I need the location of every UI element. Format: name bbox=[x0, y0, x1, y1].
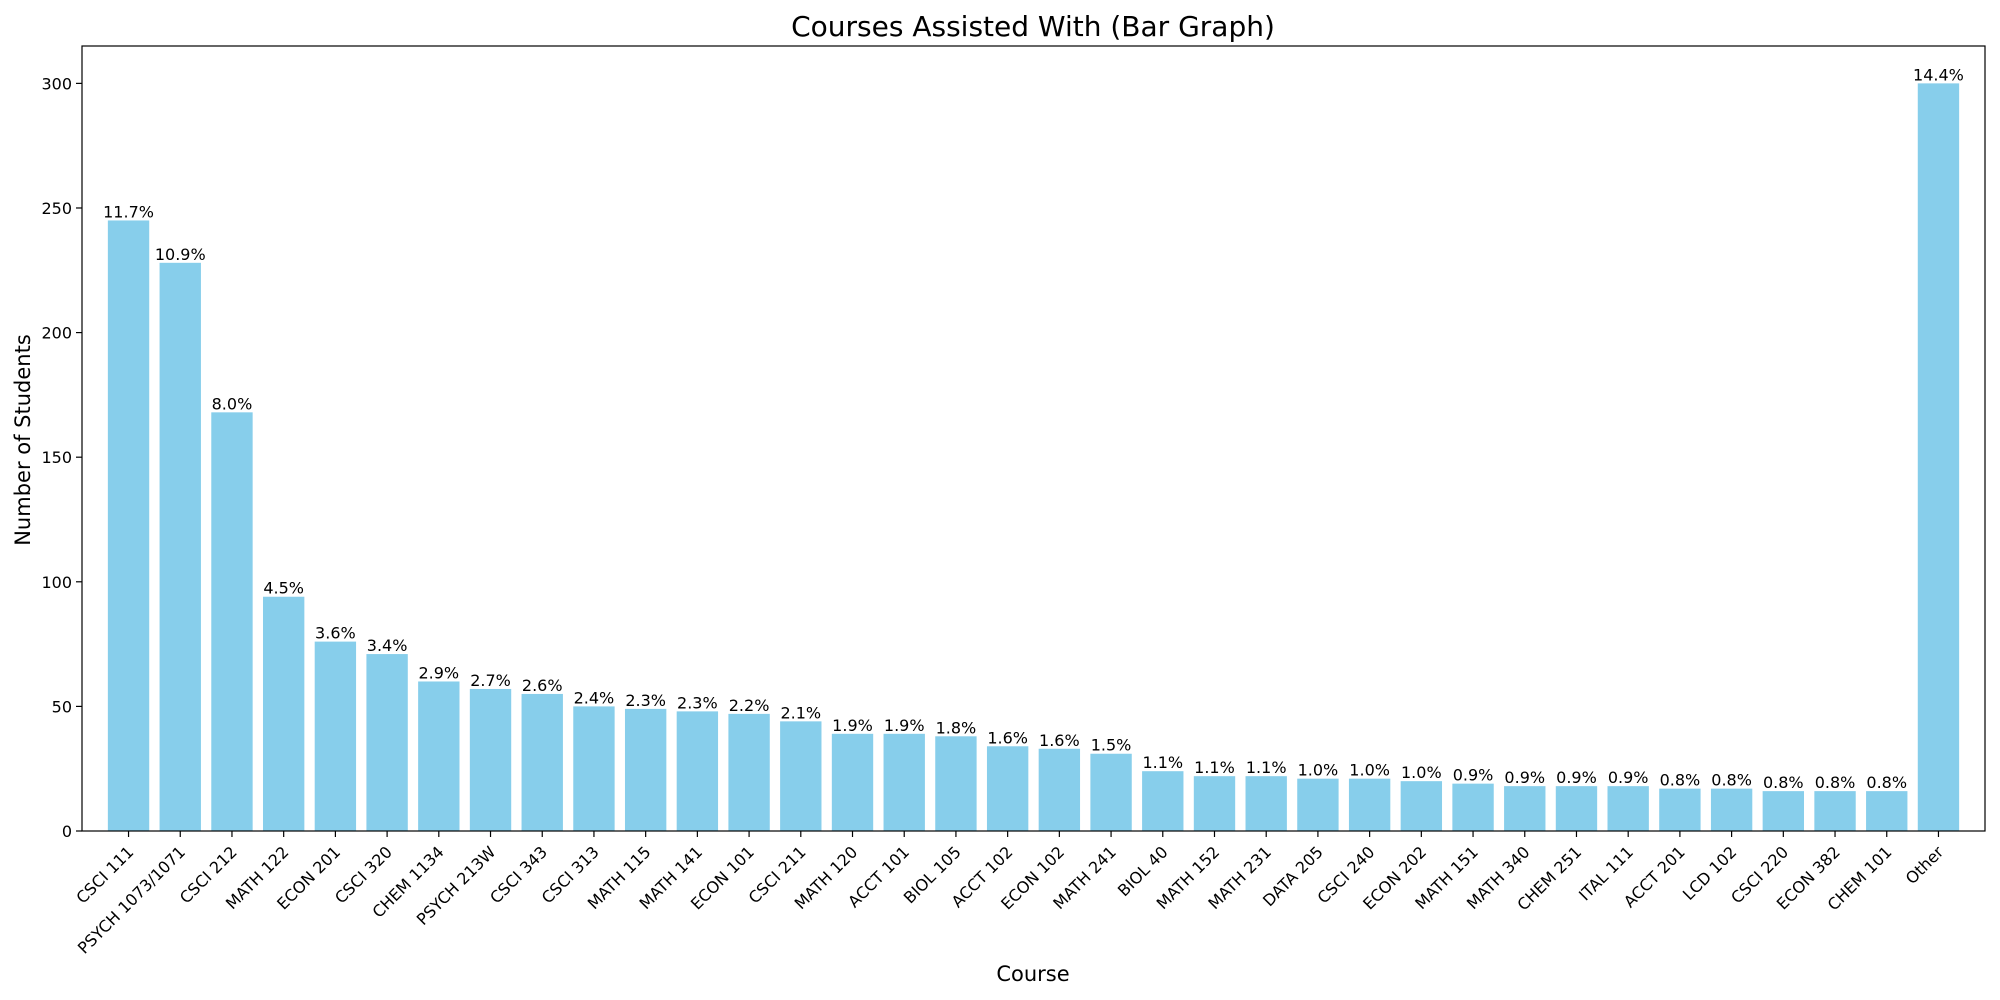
bar bbox=[780, 721, 822, 831]
bar-value-label: 1.8% bbox=[936, 718, 977, 737]
bar-value-label: 2.1% bbox=[780, 703, 821, 722]
bar bbox=[366, 654, 408, 831]
bar-value-label: 2.7% bbox=[470, 671, 511, 690]
bar-value-label: 4.5% bbox=[263, 579, 304, 598]
bar bbox=[211, 412, 253, 831]
bar-value-label: 0.8% bbox=[1815, 773, 1856, 792]
y-tick-label: 150 bbox=[41, 448, 72, 467]
bar-value-label: 14.4% bbox=[1913, 65, 1964, 84]
y-tick-label: 250 bbox=[41, 199, 72, 218]
bar bbox=[728, 713, 770, 831]
bar bbox=[1245, 776, 1287, 831]
bar-value-label: 2.9% bbox=[418, 663, 459, 682]
y-tick-label: 100 bbox=[41, 573, 72, 592]
bar-value-label: 1.9% bbox=[832, 716, 873, 735]
y-tick-label: 50 bbox=[52, 697, 72, 716]
bar-value-label: 0.8% bbox=[1660, 771, 1701, 790]
bar bbox=[1297, 778, 1339, 831]
bar bbox=[159, 262, 201, 831]
bar bbox=[262, 596, 305, 831]
bar bbox=[1504, 786, 1546, 831]
bar-value-label: 1.6% bbox=[987, 728, 1028, 747]
y-axis-title: Number of Students bbox=[11, 334, 35, 546]
bar-value-label: 2.6% bbox=[522, 676, 563, 695]
y-tick-label: 300 bbox=[41, 74, 72, 93]
bar bbox=[831, 733, 874, 831]
bar bbox=[1452, 783, 1494, 831]
chart-title: Courses Assisted With (Bar Graph) bbox=[791, 10, 1275, 43]
bar bbox=[1710, 788, 1753, 831]
bar-value-label: 1.6% bbox=[1039, 731, 1080, 750]
bar bbox=[935, 736, 977, 831]
bar-value-label: 0.8% bbox=[1763, 773, 1804, 792]
bar-value-label: 0.9% bbox=[1556, 768, 1597, 787]
bar-value-label: 1.0% bbox=[1298, 761, 1339, 780]
bar bbox=[1090, 753, 1132, 831]
bar bbox=[418, 681, 460, 831]
y-axis: 0 50 100 150 200 250 300 bbox=[41, 74, 82, 841]
bar-value-label: 3.4% bbox=[367, 636, 408, 655]
bar bbox=[883, 733, 925, 831]
bar-value-label: 0.9% bbox=[1453, 766, 1494, 785]
bar bbox=[1917, 83, 1960, 831]
bar bbox=[1866, 791, 1908, 831]
y-tick-label: 0 bbox=[62, 822, 72, 841]
bar bbox=[1142, 771, 1184, 831]
bar-value-label: 2.2% bbox=[729, 696, 770, 715]
bar bbox=[107, 220, 150, 831]
bar bbox=[521, 693, 563, 831]
bar bbox=[986, 746, 1029, 831]
bar-value-label: 2.3% bbox=[677, 693, 718, 712]
x-axis-title: Course bbox=[996, 962, 1069, 986]
bar-value-label: 1.1% bbox=[1246, 758, 1287, 777]
bar bbox=[314, 641, 357, 831]
bar bbox=[1659, 788, 1701, 831]
bars: 11.7% 10.9% 8.0% 4.5% 3.6% 3.4% 2.9% 2.7% 2.6% 2.… bbox=[103, 65, 1964, 831]
bar bbox=[1038, 748, 1081, 831]
bar-value-label: 1.9% bbox=[884, 716, 925, 735]
bar bbox=[1607, 786, 1649, 831]
y-tick-label: 200 bbox=[41, 324, 72, 343]
bar bbox=[469, 688, 512, 831]
plot-frame bbox=[81, 45, 1986, 832]
bar-value-label: 2.3% bbox=[625, 691, 666, 710]
bar bbox=[1762, 791, 1805, 831]
bar-value-label: 10.9% bbox=[155, 245, 206, 264]
bar-value-label: 1.1% bbox=[1142, 753, 1183, 772]
bar-value-label: 0.9% bbox=[1504, 768, 1545, 787]
bar bbox=[676, 711, 719, 831]
bar-value-label: 0.8% bbox=[1711, 771, 1752, 790]
bar bbox=[1348, 778, 1391, 831]
bar bbox=[573, 706, 615, 831]
bar-value-label: 0.9% bbox=[1608, 768, 1649, 787]
bar-value-label: 1.0% bbox=[1401, 763, 1442, 782]
x-tick-label: Other bbox=[1902, 842, 1948, 888]
bar bbox=[1400, 781, 1443, 831]
bar-value-label: 11.7% bbox=[103, 202, 154, 221]
bar-value-label: 8.0% bbox=[212, 394, 253, 413]
bar bbox=[1193, 776, 1236, 831]
bar-value-label: 1.0% bbox=[1349, 761, 1390, 780]
bar-value-label: 1.5% bbox=[1091, 736, 1132, 755]
bar-value-label: 1.1% bbox=[1194, 758, 1235, 777]
bar bbox=[624, 708, 667, 831]
bar bbox=[1814, 791, 1856, 831]
bar-value-label: 2.4% bbox=[574, 688, 615, 707]
bar-value-label: 3.6% bbox=[315, 624, 356, 643]
bar-value-label: 0.8% bbox=[1866, 773, 1907, 792]
bar bbox=[1555, 786, 1598, 831]
